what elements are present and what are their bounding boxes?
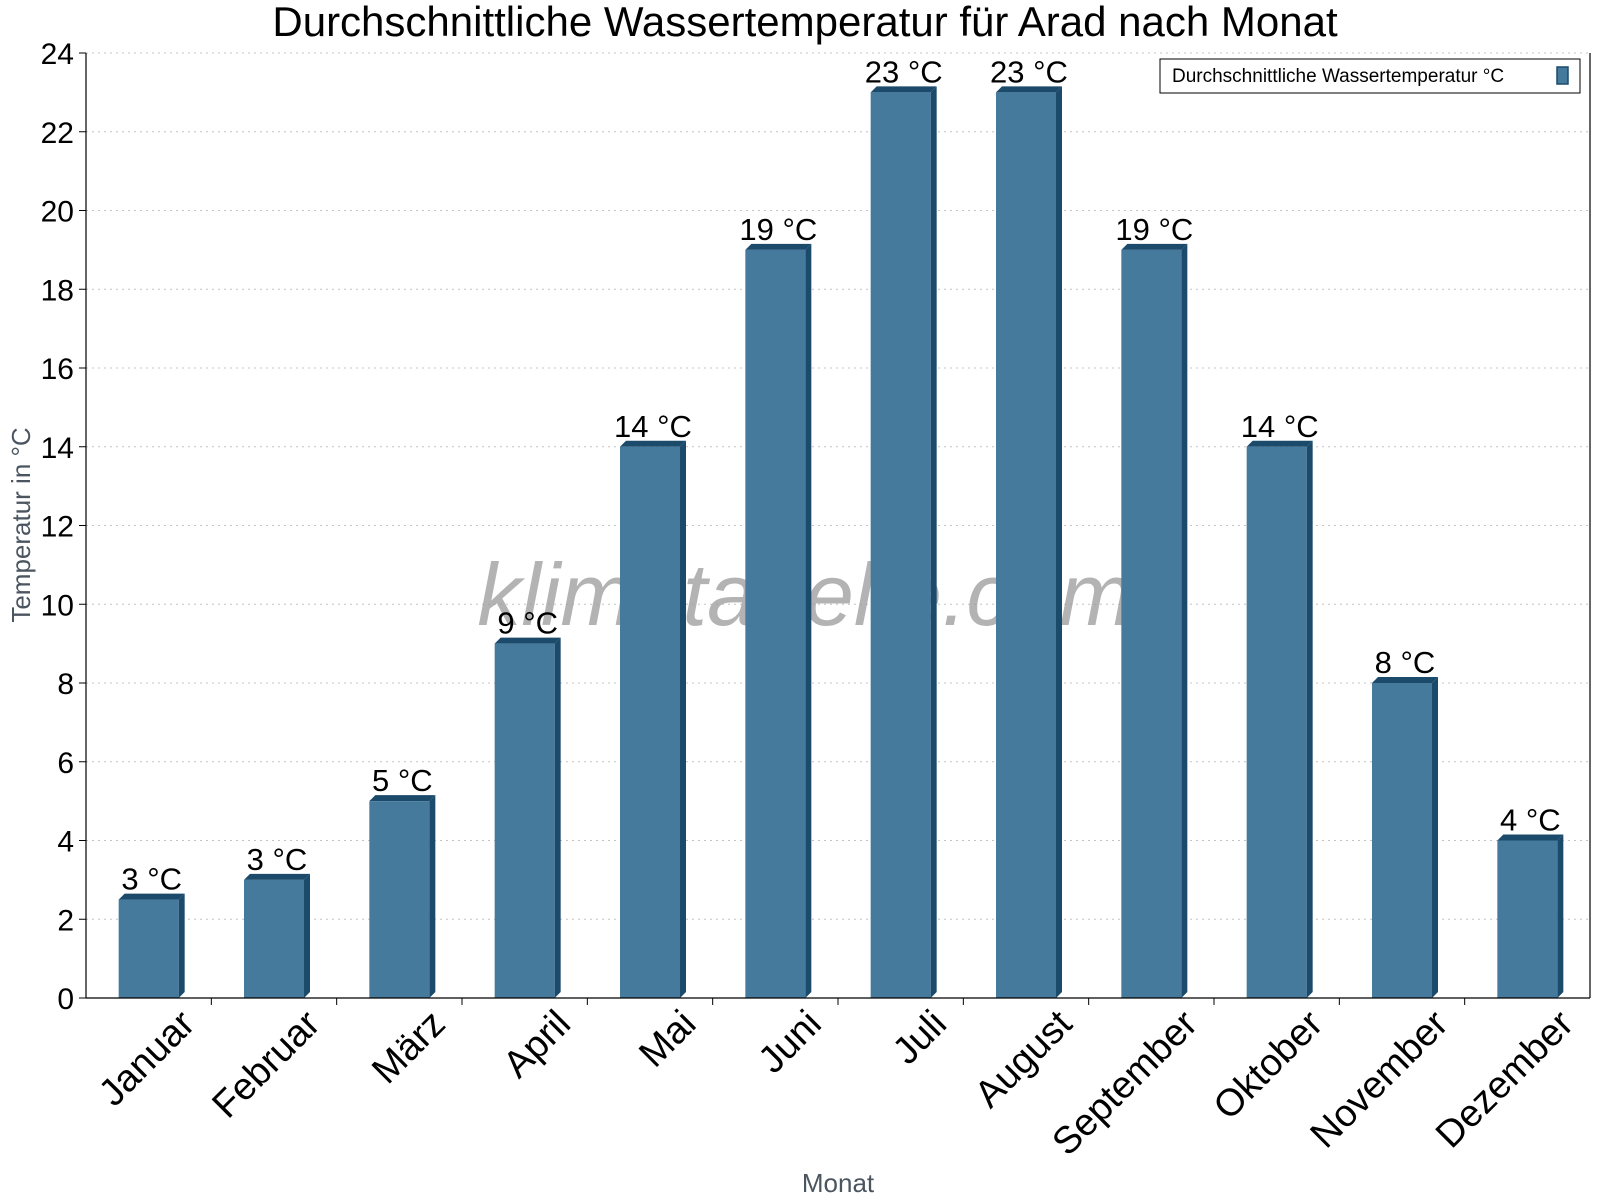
data-label: 5 °C (372, 763, 433, 798)
x-tick-label: April (496, 1003, 579, 1086)
bar-side-face (680, 440, 686, 998)
bar-side-face (429, 795, 436, 998)
bar-top-face (494, 637, 561, 644)
bar (369, 801, 430, 998)
bar-side-face (178, 893, 185, 998)
bar-top-face (870, 86, 937, 93)
bar-top-face (1246, 440, 1313, 447)
bar (996, 92, 1056, 998)
chart-title: Durchschnittliche Wassertemperatur für A… (272, 0, 1338, 45)
data-label: 8 °C (1375, 645, 1436, 680)
bar (745, 249, 806, 998)
bar (1497, 840, 1558, 998)
data-label: 19 °C (1115, 212, 1193, 247)
legend-swatch (1556, 66, 1569, 85)
x-tick-label: Februar (205, 1002, 329, 1126)
bar-side-face (1306, 440, 1313, 998)
bar-side-face (1181, 243, 1188, 998)
y-tick-label: 20 (41, 196, 74, 229)
legend: Durchschnittliche Wassertemperatur °C (1159, 58, 1581, 94)
bar (1121, 249, 1182, 998)
y-tick-label: 22 (41, 117, 74, 150)
x-tick-label: Mai (631, 1003, 704, 1076)
x-tick-label: Januar (91, 1002, 203, 1114)
bar-top-face (996, 86, 1062, 93)
bar (1246, 446, 1307, 998)
bar-side-face (1056, 86, 1062, 998)
data-label: 14 °C (614, 409, 692, 444)
x-tick-label: Dezember (1428, 1002, 1582, 1156)
bars (118, 86, 1564, 998)
data-label: 9 °C (497, 606, 558, 641)
x-tick-labels: Januar Februar März April Mai Juni Juli AugustS… (91, 1002, 1582, 1163)
y-tick-label: 12 (41, 511, 74, 544)
bar-top-face (118, 893, 185, 900)
data-label: 3 °C (247, 842, 308, 877)
y-tick-label: 16 (41, 353, 74, 386)
data-label: 14 °C (1241, 409, 1319, 444)
data-label: 4 °C (1500, 803, 1561, 838)
bar-top-face (1121, 243, 1188, 250)
y-tick-label: 18 (41, 274, 74, 307)
y-tick-label: 14 (41, 432, 74, 465)
legend-box (1159, 58, 1581, 94)
bar (870, 92, 931, 998)
y-tick-label: 8 (57, 668, 74, 701)
y-tick-label: 0 (57, 983, 74, 1016)
bar (1372, 683, 1432, 998)
x-tick-label: März (364, 1003, 453, 1092)
y-tick-label: 4 (57, 826, 74, 859)
bar-top-face (620, 440, 686, 447)
y-tick-label: 6 (57, 747, 74, 780)
data-label: 3 °C (121, 862, 182, 897)
data-labels: 3 °C 3 °C 5 °C 9 °C 14 °C 19 °C 23 °C 23 °C 19 °… (121, 54, 1560, 896)
bar-side-face (1432, 677, 1438, 998)
bar-top-face (1497, 834, 1564, 841)
x-axis-label: Monat (802, 1168, 875, 1198)
y-tick-label: 24 (41, 38, 74, 71)
x-tick-label: Juli (885, 1003, 955, 1073)
bar (620, 446, 680, 998)
bar (494, 643, 555, 998)
x-tick-label: August (967, 1002, 1081, 1116)
bar-side-face (930, 86, 937, 998)
bar-top-face (244, 873, 310, 880)
data-label: 23 °C (990, 54, 1068, 89)
data-label: 19 °C (739, 212, 817, 247)
gridlines (86, 52, 1590, 920)
legend-entry-label: Durchschnittliche Wassertemperatur °C (1172, 66, 1504, 87)
bar-top-face (369, 795, 436, 802)
y-axis-label: Temperatur in °C (6, 427, 36, 622)
bar (244, 879, 304, 998)
axes (79, 52, 1591, 1005)
y-tick-label: 10 (41, 589, 74, 622)
x-tick-label: Juni (751, 1003, 830, 1082)
bar-side-face (1557, 834, 1564, 998)
bar-top-face (745, 243, 812, 250)
y-tick-label: 2 (57, 904, 74, 937)
data-label: 23 °C (865, 54, 943, 89)
bar-side-face (304, 873, 310, 998)
bar-top-face (1372, 677, 1438, 683)
x-tick-label: Oktober (1206, 1002, 1332, 1128)
bar-side-face (554, 637, 561, 998)
bar (118, 899, 179, 998)
bar-side-face (805, 243, 812, 998)
